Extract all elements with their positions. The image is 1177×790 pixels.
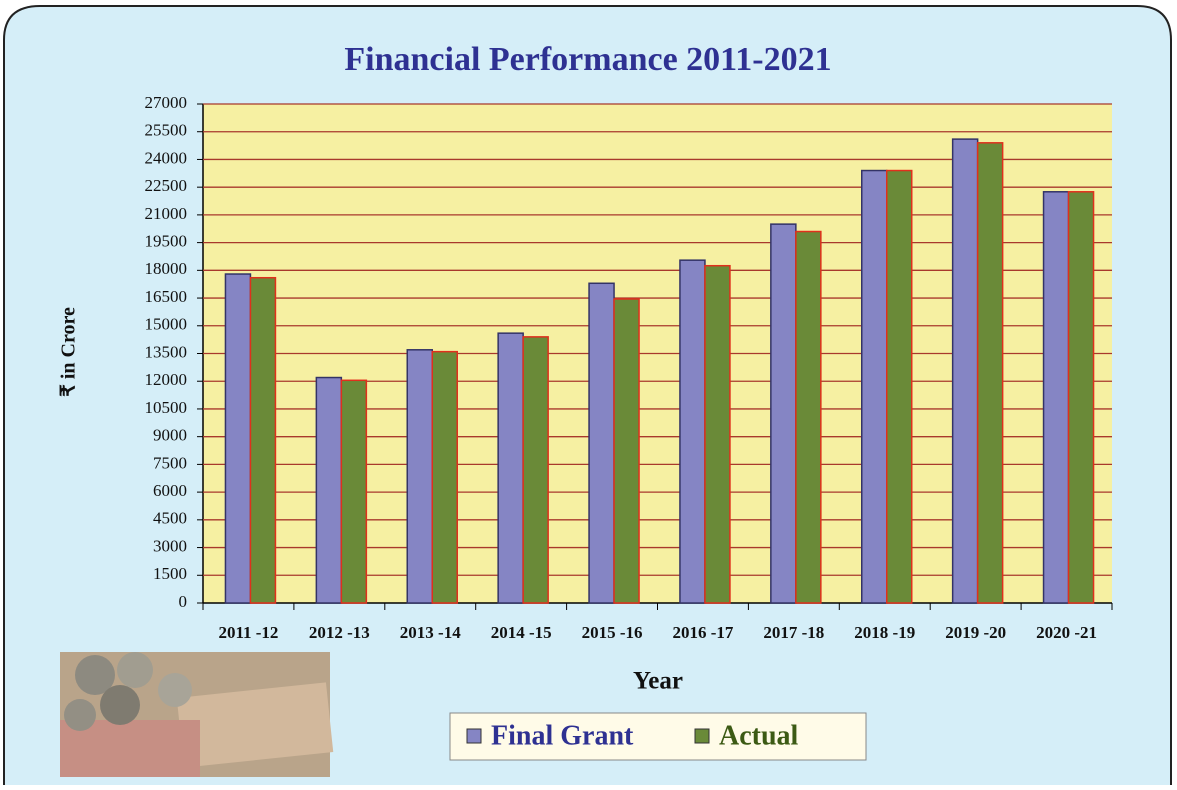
bar [680,260,705,603]
y-tick-label: 15000 [145,315,188,334]
legend-label: Final Grant [491,720,634,751]
chart-title: Financial Performance 2011-2021 [344,41,831,78]
money-image [60,652,333,777]
bar [498,333,523,603]
y-tick-label: 6000 [153,481,187,500]
y-tick-label: 19500 [145,232,188,251]
bar [225,274,250,603]
x-axis-label: Year [633,668,683,695]
chart: Financial Performance 2011-2021 ₹ in Cro… [0,0,1177,785]
x-tick-label: 2018 -19 [854,623,915,642]
bar [1069,192,1094,603]
bar [862,171,887,603]
y-tick-label: 3000 [153,536,187,555]
y-tick-label: 10500 [145,398,188,417]
y-tick-label: 27000 [145,93,188,112]
y-tick-label: 25500 [145,121,188,140]
bar [953,139,978,603]
y-tick-label: 4500 [153,509,187,528]
bar [614,299,639,603]
y-tick-label: 22500 [145,176,188,195]
y-tick-label: 1500 [153,564,187,583]
y-axis-label: ₹ in Crore [58,307,80,397]
x-tick-label: 2011 -12 [218,623,278,642]
legend-swatch [467,729,481,743]
y-tick-label: 0 [179,592,188,611]
x-tick-label: 2013 -14 [400,623,461,642]
bar [589,283,614,603]
legend-swatch [695,729,709,743]
y-tick-label: 9000 [153,426,187,445]
legend-label: Actual [719,720,799,751]
bar [250,278,275,603]
bar [771,224,796,603]
bar [341,380,366,603]
x-tick-label: 2016 -17 [672,623,733,642]
bar [1044,192,1069,603]
bar [796,232,821,603]
y-tick-label: 24000 [145,148,188,167]
x-tick-label: 2019 -20 [945,623,1006,642]
bar [705,266,730,603]
y-tick-label: 7500 [153,453,187,472]
bar [432,352,457,603]
y-tick-label: 13500 [145,342,188,361]
x-tick-label: 2020 -21 [1036,623,1097,642]
bar [316,378,341,603]
x-tick-label: 2017 -18 [763,623,824,642]
x-tick-label: 2014 -15 [491,623,552,642]
bar [887,171,912,603]
y-tick-label: 18000 [145,259,188,278]
y-tick-label: 21000 [145,204,188,223]
y-tick-label: 16500 [145,287,188,306]
bar [523,337,548,603]
x-tick-label: 2012 -13 [309,623,370,642]
bar [407,350,432,603]
bar [978,143,1003,603]
x-tick-label: 2015 -16 [582,623,643,642]
y-tick-label: 12000 [145,370,188,389]
